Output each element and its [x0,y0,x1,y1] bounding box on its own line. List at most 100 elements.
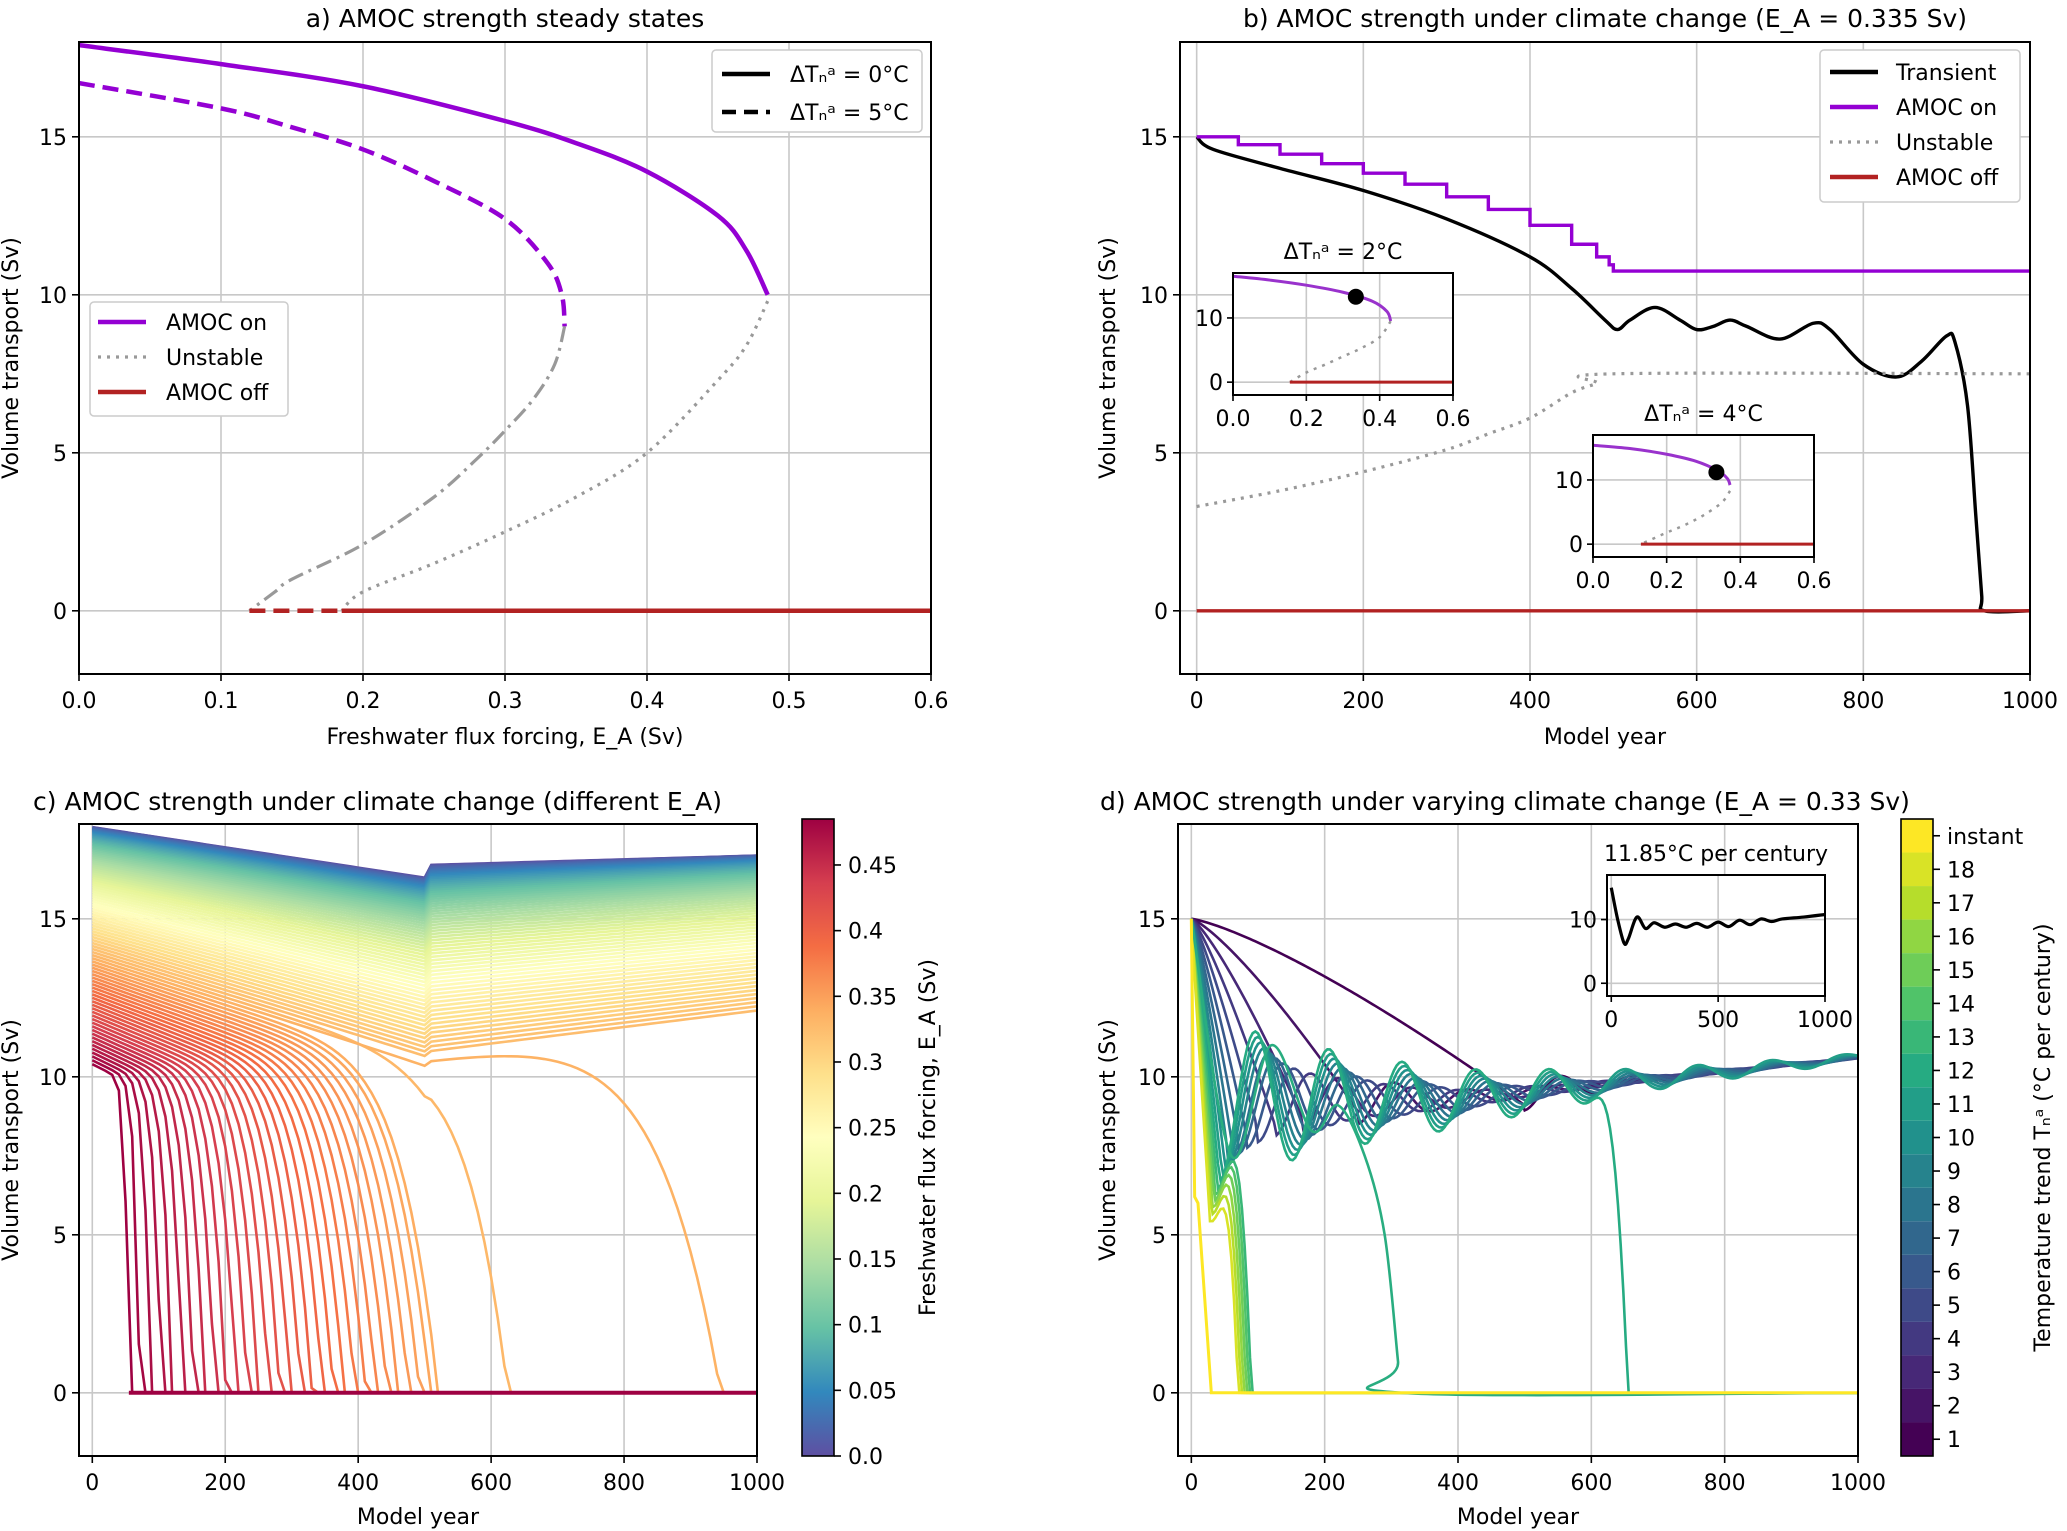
colorbar-tick-label: 0.3 [848,1051,883,1076]
x-tick-label: 0.0 [1216,407,1251,432]
ea-curve [92,860,757,928]
colorbar-tick-label: 0.05 [848,1379,897,1404]
inset-title: ΔTₙᵃ = 2°C [1284,240,1403,265]
axes-frame [78,823,758,1457]
ea-curve [91,941,757,1044]
colorbar-segment [1901,1120,1933,1155]
inset-amoc-on [1233,274,1393,322]
x-tick-label: 400 [1437,1471,1479,1496]
ea-curve [91,944,757,1049]
y-tick-label: 15 [39,126,67,151]
panel-a: 0.0 0.1 0.2 0.3 0.4 0.5 0.6 0 5 10 15 a) AMOC stren… [0,4,949,750]
ea-curve [92,854,757,920]
colorbar: 0.0 0.05 0.1 0.15 0.2 0.25 0.3 0.35 0.4 0.45 Fresh… [801,818,941,1470]
ea-curve [92,885,757,963]
inset-1: 0.0 0.2 0.4 0.6 0 10 ΔTₙᵃ = 2°C [1195,240,1471,432]
y-tick-label: 0 [1154,600,1168,625]
y-tick-label: 10 [39,1066,67,1091]
panel-b-ins1: 0.0 0.2 0.4 0.6 0 10 ΔTₙᵃ = 4°C [1555,402,1832,594]
ea-curve [92,887,757,967]
colorbar-frame [1900,818,1934,1457]
ea-curve [91,918,757,1011]
x-tick-label: 600 [470,1471,512,1496]
x-tick-label: 0.2 [346,689,381,714]
x-tick-label: 1000 [2002,689,2058,714]
x-tick-label: 1000 [1830,1471,1886,1496]
colorbar-segment [1901,1288,1933,1322]
series-line [1195,135,2030,614]
colorbar-tick-label: 1 [1947,1428,1961,1453]
ea-curve [91,907,757,995]
colorbar-tick-label: 0.15 [848,1248,897,1273]
plot-area [1233,274,1453,384]
y-tick-label: 15 [1140,126,1168,151]
y-tick-label: 10 [39,284,67,309]
ea-curve [92,890,757,970]
x-tick-label: 0.4 [1723,569,1758,594]
x-tick-label: 200 [1342,689,1384,714]
y-axis-label: Volume transport (Sv) [1096,1019,1121,1261]
plot-area [1189,917,1858,1397]
colorbar-tick-label: 2 [1947,1395,1961,1420]
series-line [1196,135,2030,273]
axes-frame [1179,41,2031,675]
inset-line [1609,887,1825,947]
legend-label: Unstable [166,346,263,371]
y-tick-label: 15 [1138,908,1166,933]
colorbar-tick-label: 8 [1947,1194,1961,1219]
y-axis-label: Volume transport (Sv) [1096,237,1121,479]
colorbar-tick-label: 7 [1947,1227,1961,1252]
inset-marker [1708,464,1725,481]
x-tick-label: 0.0 [1576,569,1611,594]
ea-curve [91,897,757,980]
colorbar-tick-label: 12 [1947,1059,1975,1084]
y-tick-label: 5 [1154,442,1168,467]
y-axis-label: Volume transport (Sv) [0,1019,24,1261]
colorbar-tick-label: 0.0 [848,1445,883,1470]
x-tick-label: 0.4 [1362,407,1397,432]
ea-curve [92,862,757,930]
y-tick-label: 0 [1583,972,1597,997]
colorbar-tick-label: 0.35 [848,985,897,1010]
trend-curve [1190,918,1858,1145]
ea-curve [91,950,757,1058]
ea-curve [92,866,757,936]
x-axis-label: Freshwater flux forcing, E_A (Sv) [326,725,683,750]
x-tick-label: 0.3 [488,689,523,714]
ea-curve [91,905,757,991]
x-axis-label: Model year [1544,725,1667,750]
colorbar-segment [1901,1187,1933,1222]
inset-marker [1347,288,1364,305]
colorbar-tick-label: 0.1 [848,1314,883,1339]
ea-curve [91,932,757,1031]
colorbar-segment [1901,1053,1933,1088]
y-tick-label: 10 [1195,307,1223,332]
colorbar-tick-label: 5 [1947,1294,1961,1319]
inset-unstable [1640,490,1732,546]
plot-area [79,42,931,614]
colorbar-segment [1901,852,1933,887]
legend-label: ΔTₙᵃ = 5°C [790,101,909,126]
ea-curve [91,902,757,988]
y-tick-label: 0 [53,1382,67,1407]
x-tick-label: 1000 [729,1471,785,1496]
series-line [340,300,770,612]
ea-curve [92,864,757,933]
ea-curve [92,883,757,960]
y-tick-label: 10 [1140,284,1168,309]
y-tick-label: 0 [1152,1382,1166,1407]
legend: Transient AMOC on Unstable AMOC off [1819,49,2021,203]
colorbar-tick-label: 10 [1947,1127,1975,1152]
colorbar-segment [1901,886,1933,920]
ea-curve [91,924,757,1019]
ea-curve [91,892,757,973]
x-tick-label: 200 [204,1471,246,1496]
inset-bg [1593,435,1814,557]
colorbar-label: Freshwater flux forcing, E_A (Sv) [916,959,941,1316]
ea-curve [92,852,757,918]
ea-curve [92,876,757,951]
x-tick-label: 0.6 [1436,407,1471,432]
ea-curve [91,916,757,1007]
x-tick-label: 0.4 [630,689,665,714]
